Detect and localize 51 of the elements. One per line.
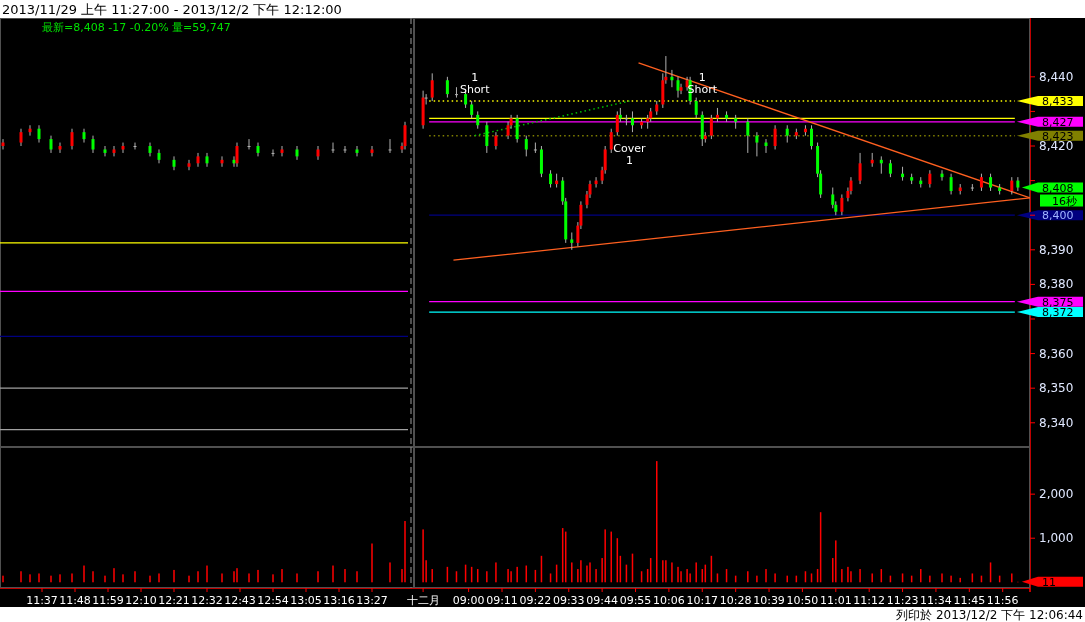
y-tick-label: 8,360 (1039, 346, 1074, 361)
x-tick-label: 11:34 (920, 594, 952, 607)
price-tag: 11 (1021, 575, 1083, 589)
x-tick-label: 10:50 (786, 594, 819, 607)
y-tick-label: 8,340 (1039, 415, 1074, 430)
price-tag: 8,433 (1016, 95, 1083, 109)
x-tick-label: 13:27 (356, 594, 388, 607)
x-tick-label: 09:44 (586, 594, 618, 607)
x-tick-label: 11:45 (953, 594, 986, 607)
x-tick-label: 10:39 (753, 594, 785, 607)
x-tick-label: 09:22 (519, 594, 552, 607)
annotation: 8,408 (1042, 181, 1074, 195)
x-tick-label: 09:11 (486, 594, 518, 607)
x-tick-label: 12:32 (191, 594, 223, 607)
price-tag: 8,427 (1016, 115, 1083, 129)
y-tick-label: 2,000 (1039, 487, 1074, 502)
text: 列印於 2013/12/2 下午 12:06:44 (896, 608, 1083, 622)
x-tick-label: 11:12 (853, 594, 886, 607)
x-tick-label: 11:23 (886, 594, 919, 607)
x-tick-label: 十二月 (406, 594, 440, 607)
x-tick-label: 11:56 (986, 594, 1019, 607)
price-tag: 8,375 (1016, 295, 1083, 309)
x-tick-label: 09:00 (452, 594, 485, 607)
x-tick-label: 10:06 (653, 594, 685, 607)
x-tick-label: 09:33 (552, 594, 585, 607)
x-tick-label: 12:21 (158, 594, 190, 607)
y-tick-label: 8,350 (1039, 381, 1074, 396)
x-tick-label: 11:01 (819, 594, 852, 607)
chart-subtitle: 最新=8,408 -17 -0.20% 量=59,747 (42, 21, 231, 34)
y-tick-label: 8,440 (1039, 69, 1074, 84)
x-tick-label: 12:43 (224, 594, 256, 607)
x-tick-label: 13:05 (290, 594, 322, 607)
price-tag: 8,372 (1016, 306, 1083, 320)
price-tag: 8,400 (1016, 209, 1083, 223)
y-tick-label: 8,390 (1039, 242, 1074, 257)
annotation: 11 (1042, 575, 1056, 589)
x-tick-label: 11:48 (59, 594, 91, 607)
text: 16秒 (1052, 195, 1077, 209)
annotation: Cover 1 (613, 141, 647, 167)
annotation: 1 Short (459, 71, 491, 97)
y-tick-label: 1,000 (1039, 531, 1074, 546)
x-tick-label: 09:55 (619, 594, 652, 607)
chart-title: 2013/11/29 上午 11:27:00 - 2013/12/2 下午 12:12:00 (2, 2, 342, 17)
x-tick-label: 11:59 (92, 594, 124, 607)
x-tick-label: 12:54 (257, 594, 289, 607)
x-tick-label: 13:16 (323, 594, 355, 607)
x-tick-label: 10:17 (686, 594, 719, 607)
x-tick-label: 10:28 (719, 594, 752, 607)
y-tick-label: 8,380 (1039, 277, 1074, 292)
x-tick-label: 11:37 (26, 594, 58, 607)
x-tick-label: 12:10 (125, 594, 157, 607)
